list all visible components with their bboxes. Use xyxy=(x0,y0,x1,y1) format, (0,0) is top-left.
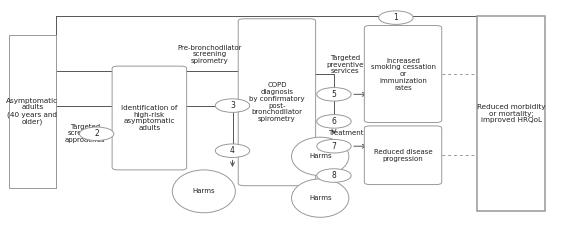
Circle shape xyxy=(379,11,413,24)
Circle shape xyxy=(317,115,351,128)
FancyBboxPatch shape xyxy=(238,19,316,186)
Text: Harms: Harms xyxy=(309,153,332,159)
Text: COPD
diagnosis
by confirmatory
post-
bronchodilator
spirometry: COPD diagnosis by confirmatory post- bro… xyxy=(249,82,304,122)
Bar xyxy=(9,35,56,188)
Text: 4: 4 xyxy=(230,146,235,155)
FancyBboxPatch shape xyxy=(364,126,442,185)
Ellipse shape xyxy=(292,137,349,175)
Text: 5: 5 xyxy=(332,90,336,99)
Text: Harms: Harms xyxy=(309,195,332,201)
Text: Asymptomatic
adults
(40 years and
older): Asymptomatic adults (40 years and older) xyxy=(6,98,59,125)
Text: 2: 2 xyxy=(95,129,99,138)
Text: Treatment: Treatment xyxy=(328,131,363,136)
Text: 7: 7 xyxy=(332,142,336,151)
Text: Increased
smoking cessation
or
immunization
rates: Increased smoking cessation or immunizat… xyxy=(371,57,436,91)
Text: Reduced disease
progression: Reduced disease progression xyxy=(374,149,432,162)
Text: 8: 8 xyxy=(332,171,336,180)
Bar xyxy=(477,17,545,210)
Circle shape xyxy=(215,144,250,158)
Text: Reduced morbidity
or mortality;
improved HRQoL: Reduced morbidity or mortality; improved… xyxy=(477,104,545,123)
Circle shape xyxy=(317,169,351,182)
Text: 3: 3 xyxy=(230,101,235,110)
Text: Targeted
preventive
services: Targeted preventive services xyxy=(327,55,364,74)
Text: 6: 6 xyxy=(332,117,336,126)
FancyBboxPatch shape xyxy=(364,25,442,123)
Text: Targeted
screening
approaches: Targeted screening approaches xyxy=(65,124,106,143)
Text: 1: 1 xyxy=(393,13,398,22)
Text: Pre-bronchodilator
screening
spirometry: Pre-bronchodilator screening spirometry xyxy=(177,45,242,64)
Circle shape xyxy=(317,139,351,153)
FancyBboxPatch shape xyxy=(112,66,187,170)
Circle shape xyxy=(79,127,114,141)
Text: Identification of
high-risk
asymptomatic
adults: Identification of high-risk asymptomatic… xyxy=(121,105,177,131)
Text: Harms: Harms xyxy=(193,188,215,194)
Ellipse shape xyxy=(292,179,349,217)
Circle shape xyxy=(215,99,250,112)
Circle shape xyxy=(317,88,351,101)
Ellipse shape xyxy=(172,170,235,213)
